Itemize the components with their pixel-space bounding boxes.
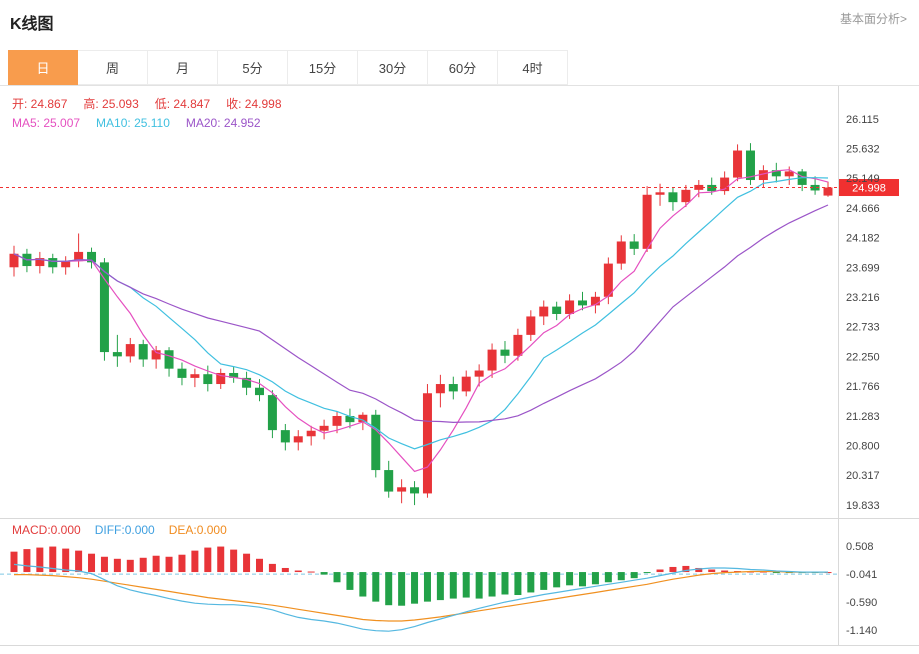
svg-text:25.149: 25.149 [846, 173, 880, 185]
fundamental-analysis-link[interactable]: 基本面分析> [839, 12, 907, 26]
macd-value: MACD:0.000 [12, 523, 81, 537]
svg-text:21.766: 21.766 [846, 381, 880, 393]
svg-text:26.115: 26.115 [846, 114, 879, 126]
svg-text:21.283: 21.283 [846, 411, 880, 423]
ohlc-low: 低: 24.847 [154, 97, 211, 111]
svg-text:20.317: 20.317 [846, 470, 880, 482]
ma10-value: MA10: 25.110 [96, 116, 170, 130]
svg-text:0.508: 0.508 [846, 541, 874, 553]
svg-text:24.666: 24.666 [846, 203, 880, 215]
ma5-value: MA5: 25.007 [12, 116, 81, 130]
svg-text:23.699: 23.699 [846, 262, 880, 274]
ma20-value: MA20: 24.952 [185, 116, 261, 130]
page-header: K线图 基本面分析> [0, 0, 919, 50]
ohlc-close: 收: 24.998 [226, 97, 282, 111]
dea-value: DEA:0.000 [168, 523, 227, 537]
tab-5min[interactable]: 5分 [218, 50, 288, 85]
ohlc-high: 高: 25.093 [83, 97, 139, 111]
ohlc-info: 开: 24.867 高: 25.093 低: 24.847 收: 24.998 [12, 95, 298, 112]
tab-15min[interactable]: 15分 [288, 50, 358, 85]
ohlc-open: 开: 24.867 [12, 97, 68, 111]
tab-month[interactable]: 月 [148, 50, 218, 85]
kline-chart-svg[interactable]: 24.998 26.115 25.632 25.149 24.666 24.182 23.6… [0, 86, 919, 646]
svg-text:19.833: 19.833 [846, 500, 880, 512]
tab-week[interactable]: 周 [78, 50, 148, 85]
svg-text:22.250: 22.250 [846, 351, 880, 363]
svg-text:22.733: 22.733 [846, 322, 880, 334]
svg-text:24.998: 24.998 [852, 183, 886, 195]
svg-text:23.216: 23.216 [846, 292, 880, 304]
page-title: K线图 [10, 16, 54, 33]
svg-text:-1.140: -1.140 [846, 625, 877, 637]
tab-day[interactable]: 日 [8, 50, 78, 85]
kline-chart[interactable]: 24.998 26.115 25.632 25.149 24.666 24.182 23.6… [0, 86, 919, 646]
period-tabbar: 日 周 月 5分 15分 30分 60分 4时 [0, 50, 919, 86]
svg-text:-0.041: -0.041 [846, 569, 877, 581]
svg-text:24.182: 24.182 [846, 233, 880, 245]
ma-info: MA5: 25.007 MA10: 25.110 MA20: 24.952 [12, 116, 277, 130]
tab-30min[interactable]: 30分 [358, 50, 428, 85]
tab-4hour[interactable]: 4时 [498, 50, 568, 85]
diff-value: DIFF:0.000 [94, 523, 155, 537]
svg-text:25.632: 25.632 [846, 144, 880, 156]
tab-60min[interactable]: 60分 [428, 50, 498, 85]
macd-info: MACD:0.000 DIFF:0.000 DEA:0.000 [12, 523, 241, 537]
svg-text:-0.590: -0.590 [846, 597, 877, 609]
svg-text:20.800: 20.800 [846, 440, 880, 452]
